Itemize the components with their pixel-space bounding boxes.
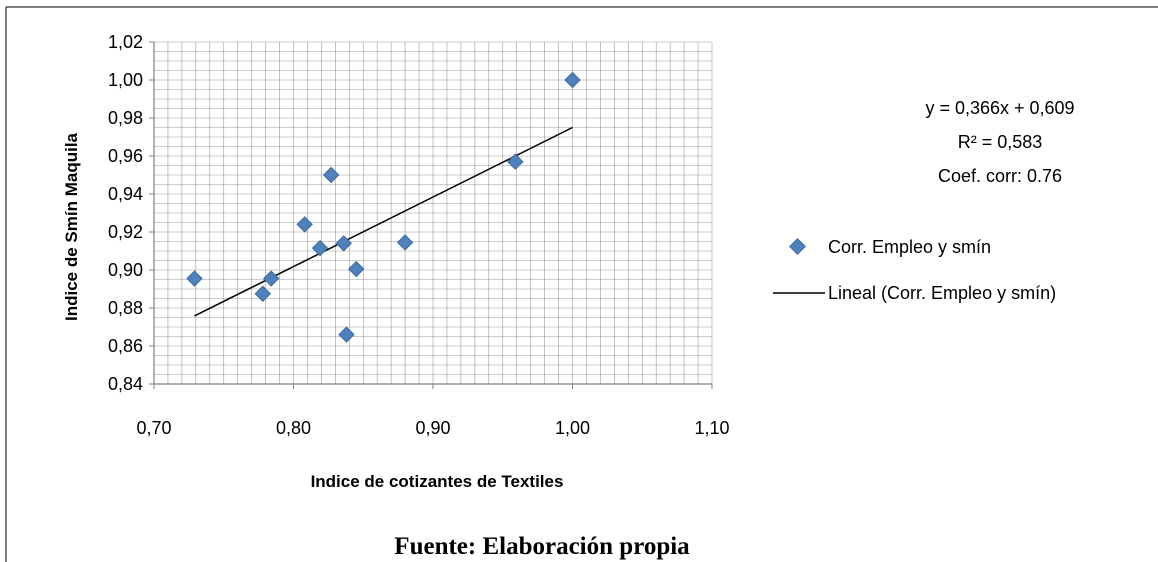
data-point bbox=[396, 234, 414, 251]
y-tick-label: 1,00 bbox=[108, 70, 143, 90]
data-point bbox=[186, 270, 203, 287]
data-point bbox=[254, 285, 272, 302]
y-tick-label: 0,84 bbox=[108, 374, 143, 394]
data-points bbox=[186, 71, 581, 343]
data-point bbox=[322, 166, 340, 184]
source-caption: Fuente: Elaboración propia bbox=[394, 533, 690, 560]
trendline bbox=[194, 126, 573, 317]
y-tick-label: 0,88 bbox=[108, 298, 143, 318]
legend: Corr. Empleo y smín Lineal (Corr. Empleo… bbox=[773, 237, 1056, 303]
grid bbox=[153, 41, 713, 385]
y-tick-label: 1,02 bbox=[108, 32, 143, 52]
y-tick-label: 0,98 bbox=[108, 108, 143, 128]
equation-label: y = 0,366x + 0,609 bbox=[925, 98, 1074, 118]
data-point bbox=[335, 235, 352, 252]
data-point bbox=[564, 71, 581, 89]
data-point bbox=[296, 216, 313, 233]
y-axis-title: Indice de Smín Maquila bbox=[62, 132, 81, 321]
data-point bbox=[338, 326, 355, 343]
y-tick-label: 0,92 bbox=[108, 222, 143, 242]
x-tick-label: 0,80 bbox=[276, 418, 311, 438]
y-tick-label: 0,90 bbox=[108, 260, 143, 280]
x-tick-label: 1,00 bbox=[555, 418, 590, 438]
x-axis-title: Indice de cotizantes de Textiles bbox=[311, 472, 564, 491]
data-point bbox=[507, 153, 524, 170]
x-tick-label: 1,10 bbox=[694, 418, 729, 438]
x-tick-label: 0,70 bbox=[136, 418, 171, 438]
y-tick-label: 0,86 bbox=[108, 336, 143, 356]
trendline-line bbox=[194, 126, 573, 317]
data-point bbox=[348, 260, 365, 278]
legend-marker-diamond bbox=[789, 238, 806, 255]
legend-series-label: Corr. Empleo y smín bbox=[828, 237, 991, 257]
y-tick-labels: 0,84 0,86 0,88 0,90 0,92 0,94 0,96 0,98 1,00 1,02 bbox=[108, 32, 143, 394]
data-point bbox=[262, 270, 280, 287]
y-tick-label: 0,94 bbox=[108, 184, 143, 204]
axes bbox=[149, 41, 713, 389]
data-point bbox=[311, 239, 329, 257]
legend-trend-label: Lineal (Corr. Empleo y smín) bbox=[828, 283, 1056, 303]
correlation-label: Coef. corr: 0.76 bbox=[938, 166, 1062, 186]
x-tick-labels: 0,70 0,80 0,90 1,00 1,10 bbox=[136, 418, 729, 438]
r-squared-label: R² = 0,583 bbox=[958, 132, 1043, 152]
y-tick-label: 0,96 bbox=[108, 146, 143, 166]
x-tick-label: 0,90 bbox=[415, 418, 450, 438]
